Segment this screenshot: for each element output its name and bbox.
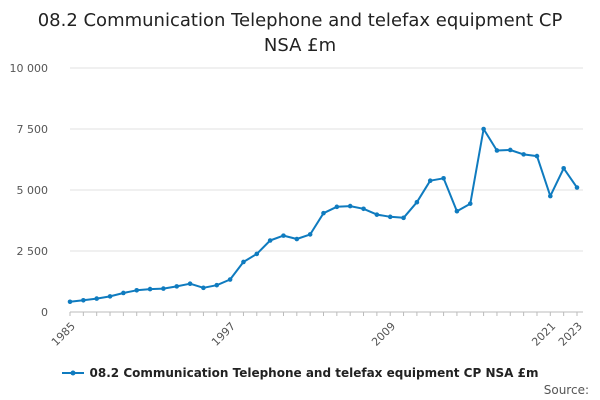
series — [67, 126, 580, 305]
x-tick-label: 2021 — [529, 320, 558, 349]
data-point — [294, 236, 300, 242]
x-tick-label: 1985 — [49, 320, 78, 349]
data-point — [454, 208, 460, 214]
legend-swatch — [61, 370, 84, 376]
x-tick-label: 1997 — [209, 320, 238, 349]
legend-label: 08.2 Communication Telephone and telefax… — [89, 366, 539, 380]
x-tick-label: 2009 — [369, 320, 398, 349]
data-point — [227, 277, 233, 282]
data-point — [254, 251, 260, 257]
data-point — [467, 201, 473, 206]
data-point — [321, 210, 326, 216]
data-point — [214, 282, 220, 288]
legend[interactable]: 08.2 Communication Telephone and telefax… — [0, 366, 600, 380]
y-tick-label: 0 — [41, 306, 48, 319]
gridlines — [70, 67, 583, 313]
data-point — [67, 299, 73, 305]
source-label[interactable]: Source: — [543, 383, 589, 397]
data-point — [374, 212, 380, 217]
data-point — [107, 294, 113, 299]
data-point — [441, 175, 446, 181]
data-point — [534, 153, 540, 159]
data-point — [94, 296, 99, 301]
data-point — [387, 214, 393, 220]
data-point — [548, 193, 553, 199]
chart-title: 08.2 Communication Telephone and telefax… — [37, 10, 563, 56]
data-point — [574, 185, 580, 190]
data-point — [481, 126, 486, 132]
data-point — [174, 284, 180, 289]
data-point — [427, 178, 433, 184]
data-point — [507, 147, 513, 153]
data-point — [201, 285, 206, 291]
data-point — [161, 286, 166, 291]
y-axis: 0 2 500 5 000 7 500 10 000 — [10, 62, 49, 319]
data-point — [281, 233, 286, 238]
data-point — [187, 281, 193, 286]
data-point — [401, 215, 406, 221]
y-tick-label: 5 000 — [17, 184, 49, 197]
data-point — [414, 199, 420, 205]
data-point — [241, 259, 246, 265]
data-point — [494, 148, 500, 153]
data-point — [561, 165, 566, 171]
data-point — [267, 238, 273, 243]
y-tick-label: 7 500 — [17, 123, 49, 136]
data-point — [334, 204, 340, 210]
data-point — [521, 152, 526, 157]
data-point — [81, 297, 86, 303]
data-point — [121, 290, 126, 296]
y-tick-label: 2 500 — [17, 245, 49, 258]
y-tick-label: 10 000 — [10, 62, 49, 75]
data-point — [347, 203, 353, 209]
data-point — [307, 232, 313, 237]
data-point — [361, 206, 366, 212]
x-tick-label: 2023 — [556, 320, 585, 349]
data-point — [147, 286, 153, 292]
data-point — [134, 287, 140, 293]
